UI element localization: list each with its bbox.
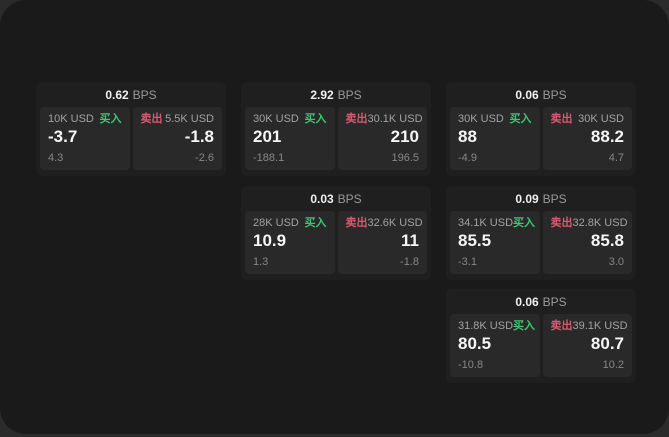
buy-side-label: 买入 (304, 217, 327, 229)
buy-panel[interactable]: 34.1K USD 买入 85.5 -3.1 (450, 211, 540, 274)
buy-delta: -188.1 (253, 152, 285, 164)
bps-value: 0.62 (105, 87, 129, 102)
buy-delta: -4.9 (458, 152, 477, 164)
buy-panel[interactable]: 28K USD 买入 10.9 1.3 (245, 211, 335, 274)
quote-card: 0.09 BPS 34.1K USD 买入 85.5 -3.1 卖出 32.8K… (446, 186, 636, 280)
sell-price: -1.8 (184, 127, 214, 146)
bps-value: 0.03 (310, 191, 334, 206)
quote-card: 0.06 BPS 30K USD 买入 88 -4.9 卖出 30K USD 8… (446, 82, 636, 176)
bps-value: 0.06 (515, 294, 539, 309)
sell-price: 11 (401, 231, 419, 250)
buy-price: 10.9 (253, 231, 287, 250)
quote-card: 2.92 BPS 30K USD 买入 201 -188.1 卖出 30.1K … (241, 82, 431, 176)
card-header: 0.09 BPS (446, 186, 636, 211)
buy-notional: 30K USD (253, 113, 299, 125)
bps-unit: BPS (132, 87, 157, 102)
buy-delta: -10.8 (458, 359, 484, 371)
quote-card: 0.03 BPS 28K USD 买入 10.9 1.3 卖出 32.6K US… (241, 186, 431, 280)
sell-side-label: 卖出 (140, 113, 163, 125)
buy-panel[interactable]: 31.8K USD 买入 80.5 -10.8 (450, 314, 540, 377)
sell-panel[interactable]: 卖出 5.5K USD -1.8 -2.6 (132, 107, 222, 170)
sell-panel[interactable]: 卖出 32.6K USD 11 -1.8 (337, 211, 427, 274)
card-header: 0.06 BPS (446, 289, 636, 314)
sell-price: 88.2 (590, 127, 624, 146)
buy-panel[interactable]: 30K USD 买入 201 -188.1 (245, 107, 335, 170)
buy-delta: 4.3 (48, 152, 64, 164)
sell-side-label: 卖出 (550, 320, 573, 332)
bps-unit: BPS (542, 191, 567, 206)
sell-delta: -1.8 (400, 256, 419, 268)
buy-side-label: 买入 (99, 113, 122, 125)
bps-value: 0.09 (515, 191, 539, 206)
quote-card: 0.06 BPS 31.8K USD 买入 80.5 -10.8 卖出 39.1… (446, 289, 636, 383)
buy-notional: 10K USD (48, 113, 94, 125)
buy-side-label: 买入 (513, 320, 536, 332)
sell-panel[interactable]: 卖出 30.1K USD 210 196.5 (337, 107, 427, 170)
sell-delta: 196.5 (391, 152, 419, 164)
bps-value: 0.06 (515, 87, 539, 102)
sell-price: 80.7 (590, 334, 624, 353)
sell-side-label: 卖出 (550, 217, 573, 229)
buy-side-label: 买入 (513, 217, 536, 229)
buy-price: -3.7 (48, 127, 78, 146)
sell-price: 210 (390, 127, 419, 146)
bps-unit: BPS (542, 294, 567, 309)
sell-panel[interactable]: 卖出 32.8K USD 85.8 3.0 (542, 211, 632, 274)
buy-price: 88 (458, 127, 477, 146)
buy-notional: 31.8K USD (458, 320, 514, 332)
bps-unit: BPS (337, 191, 362, 206)
bps-value: 2.92 (310, 87, 334, 102)
buy-price: 80.5 (458, 334, 492, 353)
buy-panel[interactable]: 30K USD 买入 88 -4.9 (450, 107, 540, 170)
sell-notional: 30.1K USD (367, 113, 423, 125)
sell-notional: 32.6K USD (367, 217, 423, 229)
buy-price: 85.5 (458, 231, 492, 250)
card-header: 2.92 BPS (241, 82, 431, 107)
sell-delta: 4.7 (608, 152, 624, 164)
bps-unit: BPS (542, 87, 567, 102)
sell-notional: 39.1K USD (572, 320, 628, 332)
buy-side-label: 买入 (509, 113, 532, 125)
sell-delta: 3.0 (608, 256, 624, 268)
sell-side-label: 卖出 (345, 217, 368, 229)
sell-delta: -2.6 (195, 152, 214, 164)
sell-panel[interactable]: 卖出 39.1K USD 80.7 10.2 (542, 314, 632, 377)
sell-delta: 10.2 (602, 359, 624, 371)
buy-notional: 28K USD (253, 217, 299, 229)
buy-price: 201 (253, 127, 282, 146)
buy-notional: 34.1K USD (458, 217, 514, 229)
bps-unit: BPS (337, 87, 362, 102)
quote-card: 0.62 BPS 10K USD 买入 -3.7 4.3 卖出 5.5K USD… (36, 82, 226, 176)
buy-notional: 30K USD (458, 113, 504, 125)
sell-price: 85.8 (590, 231, 624, 250)
sell-notional: 5.5K USD (165, 113, 214, 125)
sell-notional: 32.8K USD (572, 217, 628, 229)
buy-side-label: 买入 (304, 113, 327, 125)
card-header: 0.03 BPS (241, 186, 431, 211)
sell-notional: 30K USD (578, 113, 624, 125)
buy-delta: 1.3 (253, 256, 269, 268)
sell-panel[interactable]: 卖出 30K USD 88.2 4.7 (542, 107, 632, 170)
buy-panel[interactable]: 10K USD 买入 -3.7 4.3 (40, 107, 130, 170)
sell-side-label: 卖出 (550, 113, 573, 125)
buy-delta: -3.1 (458, 256, 477, 268)
card-header: 0.62 BPS (36, 82, 226, 107)
sell-side-label: 卖出 (345, 113, 368, 125)
card-header: 0.06 BPS (446, 82, 636, 107)
